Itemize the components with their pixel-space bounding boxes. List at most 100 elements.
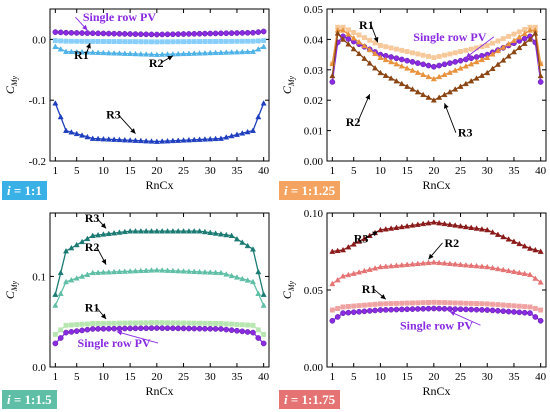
data-point: [404, 65, 411, 71]
data-point: [361, 55, 368, 61]
data-point: [170, 325, 176, 332]
data-point: [143, 228, 150, 234]
data-point: [122, 39, 128, 45]
data-point: [388, 58, 395, 65]
annotation-arrowhead: [100, 313, 107, 319]
data-point: [521, 30, 528, 37]
data-point: [260, 43, 267, 50]
data-point: [494, 265, 501, 272]
annotation-arrowhead: [443, 103, 449, 109]
data-point: [516, 303, 522, 309]
data-point: [426, 53, 431, 59]
series-line: [331, 26, 542, 64]
data-point: [393, 300, 399, 306]
data-point: [260, 100, 267, 106]
data-point: [260, 28, 267, 35]
data-point: [420, 61, 426, 68]
series-label: R2: [149, 56, 164, 70]
data-point: [159, 138, 166, 144]
annotation-arrow: [116, 331, 159, 344]
data-point: [170, 320, 176, 326]
data-point: [361, 267, 368, 274]
data-point: [116, 50, 123, 56]
data-point: [169, 137, 176, 144]
x-tick-label: 1: [330, 371, 336, 383]
data-point: [372, 50, 379, 57]
annotation-arrowhead: [100, 223, 107, 229]
data-point: [191, 228, 198, 234]
panel-label-3: i = 1:1.5: [2, 390, 57, 409]
data-point: [388, 225, 395, 231]
data-point: [425, 305, 432, 312]
data-point: [165, 320, 170, 326]
data-point: [521, 242, 528, 249]
data-point: [425, 62, 432, 69]
data-point: [228, 30, 235, 36]
data-point: [127, 268, 134, 274]
plot-frame: [49, 8, 270, 162]
x-axis-label: RnCx: [422, 384, 450, 398]
data-point: [73, 275, 80, 281]
data-point: [90, 38, 96, 44]
data-point: [399, 47, 405, 53]
data-point: [249, 246, 257, 252]
data-point: [356, 269, 363, 275]
data-point: [452, 222, 459, 228]
chart-panel-2: 1 5 10 15 20 25 30 35 400.000.010.020.030.040.05…: [280, 4, 547, 192]
data-point: [137, 137, 144, 144]
data-point: [425, 259, 432, 266]
data-point: [111, 325, 117, 332]
series-r2: [329, 27, 544, 82]
data-point: [68, 129, 75, 135]
data-point: [372, 40, 378, 46]
data-point: [249, 278, 257, 285]
data-point: [441, 91, 448, 98]
data-point: [68, 29, 75, 36]
data-point: [89, 135, 96, 141]
data-point: [436, 305, 443, 312]
data-point: [462, 63, 469, 69]
x-tick-label: 30: [205, 165, 217, 177]
data-point: [245, 322, 251, 328]
data-point: [526, 271, 534, 277]
y-tick-label: 0.00: [304, 362, 324, 374]
data-point: [334, 276, 341, 283]
data-point: [366, 60, 373, 66]
data-point: [457, 222, 464, 229]
annotation: Single row PV: [413, 30, 495, 59]
data-point: [494, 61, 501, 67]
data-point: [250, 329, 256, 336]
data-point: [185, 228, 192, 234]
panel-label-4: i = 1:1.75: [279, 390, 341, 409]
x-tick-label: 40: [535, 165, 547, 177]
data-point: [121, 50, 128, 56]
data-point: [175, 31, 182, 37]
data-point: [127, 325, 133, 332]
data-point: [95, 320, 101, 326]
data-point: [462, 80, 469, 87]
data-point: [484, 263, 491, 270]
data-point: [111, 268, 118, 275]
data-point: [420, 220, 427, 227]
data-point: [143, 39, 149, 45]
annotation: R2: [85, 240, 107, 265]
data-point: [366, 266, 373, 272]
data-point: [500, 36, 506, 42]
data-point: [132, 50, 139, 57]
series-r3: [52, 100, 267, 144]
data-point: [393, 262, 400, 268]
data-point: [57, 46, 64, 52]
data-point: [207, 325, 214, 332]
data-point: [159, 31, 166, 38]
series-r1: [52, 320, 267, 337]
x-tick-label: 20: [151, 165, 163, 177]
data-point: [133, 39, 138, 45]
data-point: [191, 136, 198, 143]
x-tick-label: 20: [428, 165, 440, 177]
y-tick-label: 0.1: [32, 271, 46, 283]
y-axis-label: CMy: [280, 75, 296, 94]
data-point: [132, 137, 139, 143]
series-single: [52, 28, 267, 38]
x-tick-label: 35: [508, 371, 520, 383]
data-point: [207, 39, 213, 44]
